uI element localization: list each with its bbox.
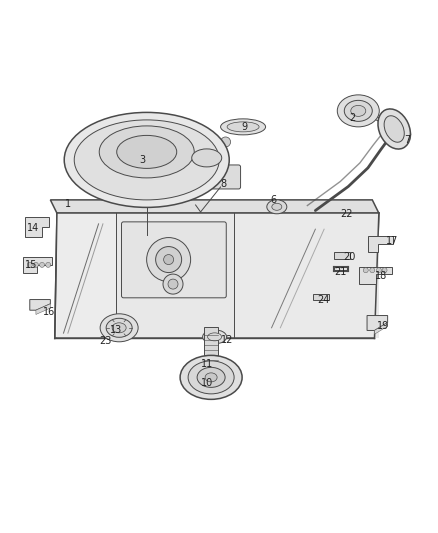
Ellipse shape — [205, 373, 217, 382]
Ellipse shape — [267, 200, 287, 214]
Ellipse shape — [112, 323, 126, 333]
Polygon shape — [23, 257, 52, 273]
Polygon shape — [359, 266, 392, 284]
Circle shape — [163, 274, 183, 294]
Circle shape — [155, 247, 182, 272]
Circle shape — [363, 268, 368, 273]
Polygon shape — [25, 217, 49, 237]
Polygon shape — [234, 213, 379, 338]
Text: 2: 2 — [350, 114, 356, 123]
FancyBboxPatch shape — [121, 222, 226, 298]
Ellipse shape — [378, 109, 410, 149]
Ellipse shape — [221, 119, 265, 135]
Text: 19: 19 — [377, 321, 389, 331]
Ellipse shape — [197, 367, 225, 387]
Polygon shape — [334, 252, 350, 259]
Text: 17: 17 — [386, 236, 398, 246]
Polygon shape — [374, 322, 388, 334]
Text: 20: 20 — [343, 252, 356, 262]
Ellipse shape — [384, 116, 404, 142]
Text: 13: 13 — [110, 326, 122, 335]
Polygon shape — [55, 213, 379, 338]
Text: 7: 7 — [404, 135, 410, 144]
Circle shape — [376, 268, 381, 273]
Text: 6: 6 — [271, 195, 277, 205]
FancyBboxPatch shape — [212, 165, 240, 189]
Circle shape — [370, 268, 375, 273]
Ellipse shape — [203, 330, 226, 344]
Text: 14: 14 — [27, 223, 39, 233]
Text: 1: 1 — [65, 199, 71, 208]
Circle shape — [221, 137, 230, 147]
Ellipse shape — [208, 333, 222, 341]
Ellipse shape — [272, 203, 282, 211]
Text: 9: 9 — [241, 122, 247, 132]
Text: 18: 18 — [375, 271, 387, 281]
FancyBboxPatch shape — [204, 327, 218, 362]
Text: 24: 24 — [317, 295, 329, 304]
Polygon shape — [313, 294, 328, 300]
Circle shape — [147, 238, 191, 281]
Ellipse shape — [188, 361, 234, 394]
Ellipse shape — [227, 122, 259, 132]
Text: 11: 11 — [201, 359, 213, 368]
Circle shape — [164, 255, 173, 264]
Polygon shape — [57, 213, 116, 338]
Polygon shape — [30, 300, 50, 310]
Text: 8: 8 — [220, 179, 226, 189]
Polygon shape — [367, 316, 388, 330]
Text: 16: 16 — [43, 307, 55, 317]
Ellipse shape — [106, 318, 132, 337]
Polygon shape — [36, 304, 50, 314]
Text: 3: 3 — [139, 155, 145, 165]
Polygon shape — [116, 213, 234, 338]
Ellipse shape — [100, 314, 138, 342]
Ellipse shape — [74, 120, 219, 200]
Text: 12: 12 — [221, 335, 233, 345]
Circle shape — [46, 262, 51, 268]
Ellipse shape — [344, 100, 372, 122]
Ellipse shape — [337, 95, 379, 127]
Ellipse shape — [180, 356, 242, 399]
Text: 23: 23 — [99, 336, 111, 346]
Text: 21: 21 — [335, 267, 347, 277]
Circle shape — [33, 262, 39, 268]
Ellipse shape — [351, 106, 366, 116]
Polygon shape — [50, 200, 379, 213]
Circle shape — [168, 279, 178, 289]
Circle shape — [39, 262, 45, 268]
Ellipse shape — [117, 135, 177, 168]
Polygon shape — [403, 129, 411, 140]
Ellipse shape — [192, 149, 222, 167]
Circle shape — [27, 262, 32, 268]
Circle shape — [382, 268, 387, 273]
Polygon shape — [368, 236, 393, 252]
Ellipse shape — [64, 112, 229, 207]
Ellipse shape — [99, 126, 194, 178]
Text: 22: 22 — [341, 209, 353, 219]
Text: 15: 15 — [25, 261, 38, 270]
Text: 10: 10 — [201, 378, 213, 387]
